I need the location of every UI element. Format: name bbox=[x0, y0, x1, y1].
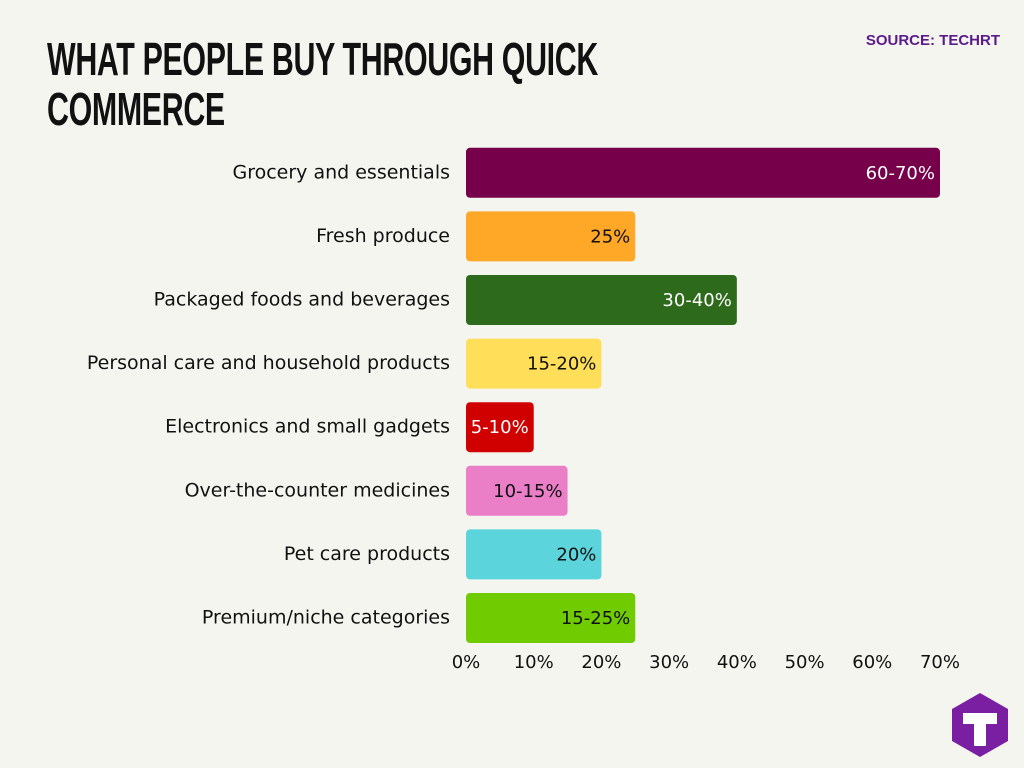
bar bbox=[466, 402, 534, 453]
bar bbox=[466, 147, 940, 198]
y-tick-label: Grocery and essentials bbox=[232, 161, 450, 183]
x-tick-label: 60% bbox=[852, 652, 892, 673]
value-label: 15-20% bbox=[527, 354, 596, 375]
y-tick-label: Fresh produce bbox=[316, 225, 450, 247]
logo bbox=[952, 693, 1008, 757]
y-tick-label: Premium/niche categories bbox=[202, 607, 450, 629]
value-label: 25% bbox=[590, 226, 630, 247]
value-label: 30-40% bbox=[662, 290, 731, 311]
x-tick-label: 70% bbox=[920, 652, 960, 673]
bar bbox=[466, 275, 737, 325]
x-tick-label: 0% bbox=[452, 652, 481, 673]
y-tick-label: Pet care products bbox=[284, 543, 450, 565]
value-label: 15-25% bbox=[561, 608, 630, 629]
y-tick-label: Packaged foods and beverages bbox=[154, 289, 450, 311]
y-tick-label: Personal care and household products bbox=[87, 352, 450, 374]
bar bbox=[466, 465, 568, 516]
chart-title: WHAT PEOPLE BUY THROUGH QUICK COMMERCE bbox=[47, 33, 598, 135]
bar bbox=[466, 211, 636, 262]
bar bbox=[466, 338, 602, 389]
source: SOURCE: TECHRT bbox=[865, 32, 1000, 49]
value-label: 10-15% bbox=[493, 481, 562, 502]
x-tick-label: 20% bbox=[581, 652, 621, 673]
x-tick-label: 30% bbox=[649, 652, 689, 673]
value-label: 5-10% bbox=[471, 417, 529, 438]
value-label: 60-70% bbox=[866, 163, 935, 184]
y-tick-label: Electronics and small gadgets bbox=[165, 416, 450, 438]
x-tick-label: 40% bbox=[717, 652, 757, 673]
bar bbox=[466, 593, 636, 643]
y-tick-label: Over-the-counter medicines bbox=[185, 479, 450, 501]
value-label: 20% bbox=[556, 544, 596, 565]
x-tick-label: 10% bbox=[514, 652, 554, 673]
x-tick-label: 50% bbox=[785, 652, 825, 673]
bar bbox=[466, 529, 602, 580]
